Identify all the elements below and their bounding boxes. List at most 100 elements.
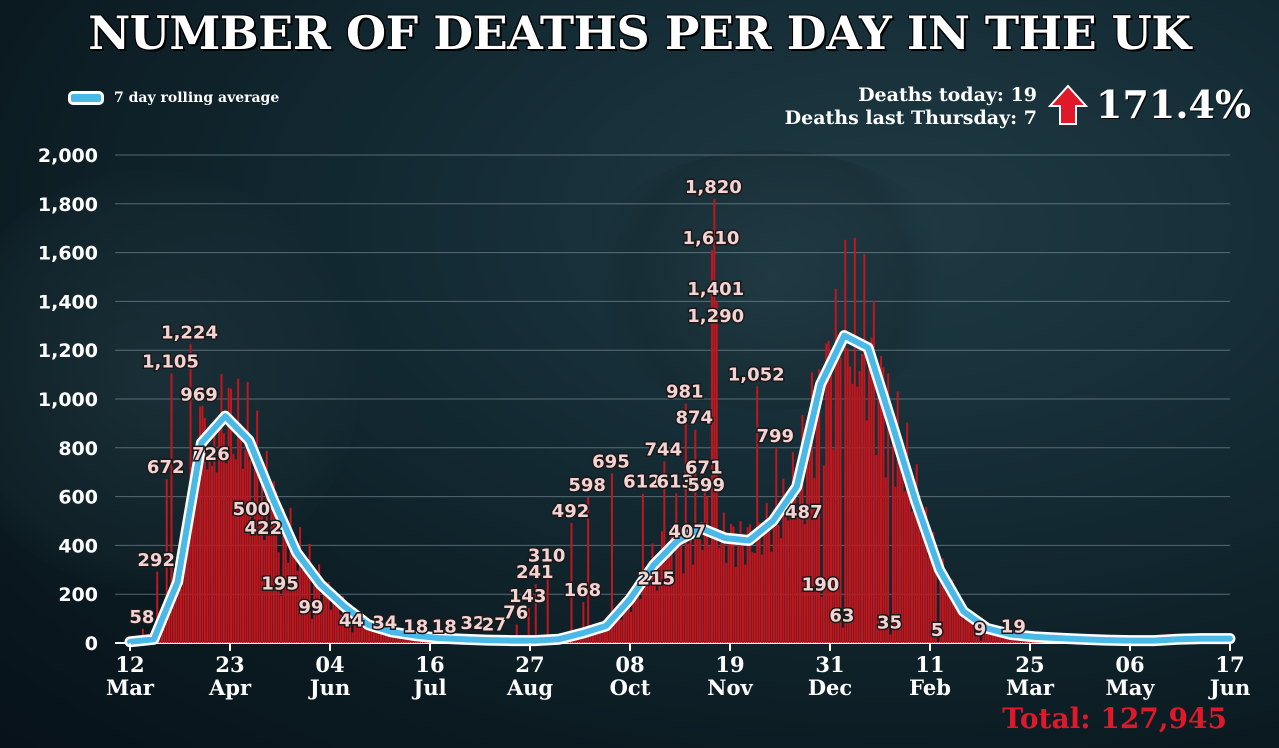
x-tick-month: May (1105, 675, 1155, 700)
daily-death-bar (170, 373, 173, 643)
daily-death-bar (637, 592, 640, 643)
daily-death-bar (222, 433, 225, 643)
x-tick-month: Aug (506, 675, 554, 700)
daily-death-bar (925, 506, 928, 643)
daily-death-bar (908, 482, 911, 643)
x-tick-day: 12 (115, 652, 144, 677)
daily-death-bar (889, 634, 892, 643)
daily-death-bar (622, 603, 625, 643)
data-label: 34 (372, 613, 397, 634)
daily-death-bar (827, 340, 830, 643)
daily-death-bar (227, 387, 230, 643)
daily-death-bar (737, 535, 740, 643)
daily-death-bar (808, 425, 811, 643)
daily-death-bar (320, 601, 323, 643)
daily-death-bar (270, 486, 273, 643)
daily-death-bar (253, 447, 256, 643)
daily-death-bar (856, 386, 859, 643)
daily-death-bar (318, 564, 321, 643)
daily-death-bar (330, 609, 333, 643)
daily-death-bar (896, 391, 899, 643)
daily-death-bar (953, 603, 956, 643)
daily-death-bar (918, 524, 921, 643)
data-label: 44 (339, 610, 364, 631)
daily-death-bar (894, 486, 897, 643)
daily-death-bar (746, 527, 749, 643)
daily-death-bar (639, 598, 642, 643)
daily-death-bar (632, 585, 635, 643)
background-virus-shape (580, 150, 960, 410)
daily-death-bar (799, 482, 802, 643)
data-label: 874 (675, 408, 713, 429)
daily-death-bar (825, 343, 828, 643)
daily-death-bar (756, 386, 759, 643)
legend: 7 day rolling average (68, 90, 279, 106)
daily-death-bar (596, 628, 599, 643)
x-tick-day: 31 (815, 652, 844, 677)
daily-death-bar (625, 599, 628, 643)
daily-death-bar (291, 540, 294, 643)
rolling-average-line-path (127, 332, 1233, 645)
daily-death-bar (751, 552, 754, 643)
data-label: 168 (564, 580, 602, 601)
daily-death-bar (791, 451, 794, 643)
data-label: 143 (509, 586, 547, 607)
daily-death-bar (177, 569, 180, 643)
daily-death-bar (770, 551, 773, 643)
daily-death-bar (341, 596, 344, 643)
daily-death-bar (275, 491, 278, 643)
data-label: 598 (568, 475, 606, 496)
daily-death-bar (949, 581, 952, 643)
daily-death-bar (765, 502, 768, 643)
daily-death-bar (839, 357, 842, 643)
data-label: 695 (592, 451, 630, 472)
daily-death-bar (258, 502, 261, 643)
daily-death-bar (184, 525, 187, 643)
y-tick-label: 200 (58, 584, 98, 606)
daily-death-bar (268, 533, 271, 643)
x-tick-day: 06 (1115, 652, 1144, 677)
daily-death-bar (965, 612, 968, 643)
daily-death-bar (218, 421, 221, 643)
data-label: 215 (637, 569, 675, 590)
x-tick-month: Oct (610, 675, 651, 700)
daily-death-bar (727, 543, 730, 643)
daily-death-bar (651, 543, 654, 643)
daily-death-bar (968, 610, 971, 643)
x-tick-day: 16 (415, 652, 444, 677)
daily-death-bar (172, 597, 175, 643)
data-label: 407 (668, 522, 706, 543)
rolling-average-line (124, 330, 1236, 648)
daily-death-bar (784, 493, 787, 643)
daily-death-bar (601, 629, 604, 643)
data-label: 27 (482, 614, 507, 635)
data-label: 1,105 (142, 351, 199, 372)
daily-death-bar (939, 570, 942, 643)
daily-death-bar (191, 483, 194, 643)
daily-death-bar (249, 460, 252, 643)
daily-death-bar (970, 615, 973, 643)
daily-death-bar (334, 592, 337, 643)
daily-death-bar (672, 576, 675, 643)
data-label: 1,224 (161, 322, 218, 343)
daily-death-bar (758, 522, 761, 643)
x-tick-day: 27 (515, 652, 544, 677)
data-label: 9 (974, 619, 987, 640)
daily-death-bar (713, 198, 716, 644)
daily-death-bar (703, 479, 706, 643)
x-tick-day: 11 (915, 652, 944, 677)
percent-change: 171.4% (1096, 82, 1252, 127)
daily-death-bar (315, 577, 318, 643)
daily-death-bar (887, 373, 890, 643)
daily-death-bar (920, 535, 923, 643)
daily-death-bar (775, 448, 778, 643)
data-label: 18 (432, 617, 457, 638)
x-tick-month: Dec (808, 675, 852, 700)
daily-death-bar (603, 628, 606, 643)
daily-death-bar (220, 373, 223, 643)
daily-death-bar (853, 237, 856, 643)
daily-death-bar (851, 383, 854, 643)
daily-death-bar (306, 572, 309, 643)
daily-death-bar (753, 553, 756, 643)
